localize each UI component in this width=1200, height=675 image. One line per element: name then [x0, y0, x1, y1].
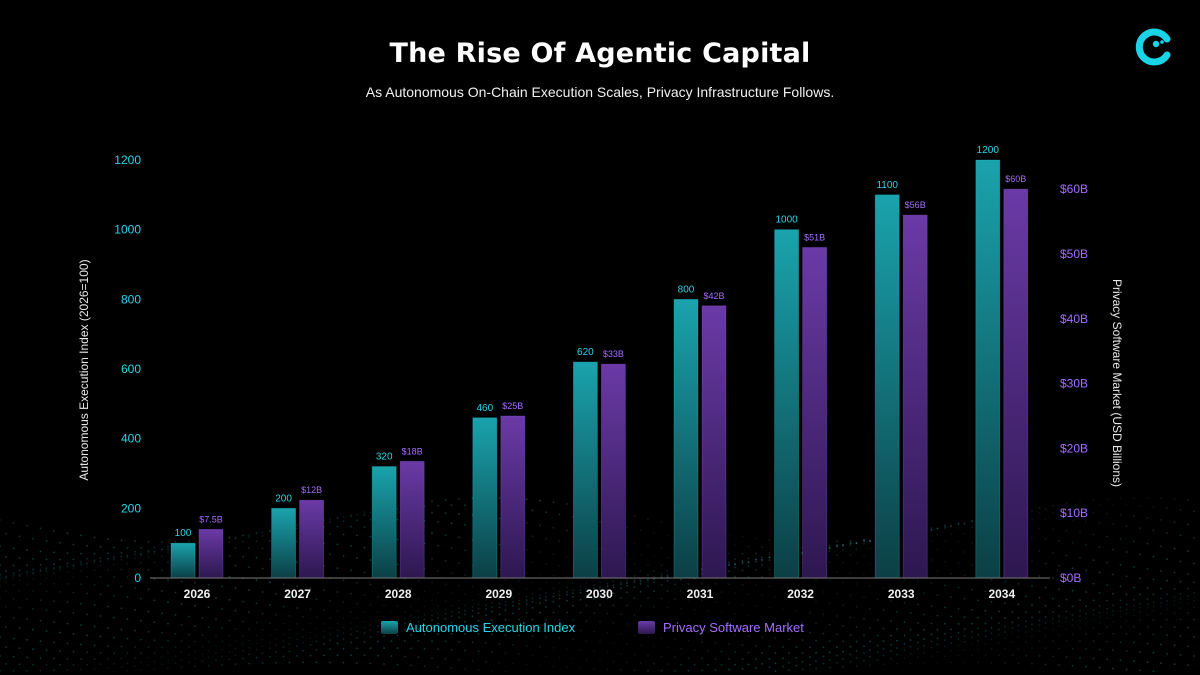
right-axis-ticks: $0B $10B $20B $30B $40B $50B $60B	[1060, 182, 1088, 585]
x-tick-label: 2026	[184, 587, 211, 601]
dot-field	[0, 497, 1195, 673]
brand-logo-icon	[1135, 28, 1171, 66]
x-tick-label: 2034	[988, 587, 1015, 601]
bar-execution-index	[975, 159, 1001, 579]
bar-label-privacy-market: $7.5B	[199, 514, 223, 524]
x-tick-label: 2030	[586, 587, 613, 601]
bar-label-privacy-market: $42B	[703, 291, 724, 301]
bar-execution-index	[774, 229, 799, 579]
x-tick-label: 2031	[687, 587, 714, 601]
left-tick-label: 400	[121, 432, 141, 446]
bar-label-privacy-market: $25B	[502, 401, 523, 411]
bar-execution-index	[673, 298, 699, 579]
bar-privacy-market	[299, 499, 325, 579]
right-axis-title: Privacy Software Market (USD Billions)	[1110, 279, 1124, 487]
bar-label-execution-index: 1100	[876, 180, 898, 191]
bar-privacy-market	[399, 460, 425, 579]
bar-privacy-market	[1003, 188, 1029, 579]
bar-execution-index	[271, 507, 297, 579]
right-tick-label: $40B	[1060, 312, 1088, 326]
chart-subtitle: As Autonomous On-Chain Execution Scales,…	[365, 84, 835, 100]
bar-label-privacy-market: $60B	[1005, 174, 1026, 184]
legend-label-privacy: Privacy Software Market	[663, 620, 804, 635]
bar-label-execution-index: 620	[577, 347, 594, 358]
bar-privacy-market	[701, 305, 727, 579]
chart-title: The Rise Of Agentic Capital	[389, 38, 811, 69]
bar-label-privacy-market: $56B	[905, 200, 926, 210]
right-tick-label: $20B	[1060, 441, 1088, 455]
x-tick-label: 2029	[485, 587, 512, 601]
bar-label-privacy-market: $51B	[804, 232, 825, 242]
bar-label-execution-index: 1000	[775, 215, 798, 226]
right-tick-label: $30B	[1060, 377, 1088, 391]
left-axis-title: Autonomous Execution Index (2026=100)	[77, 259, 91, 480]
bar-label-execution-index: 200	[275, 493, 292, 504]
bar-privacy-market	[500, 415, 526, 579]
bar-label-execution-index: 320	[376, 452, 393, 463]
right-tick-label: $10B	[1060, 506, 1088, 520]
left-tick-label: 1000	[114, 223, 141, 237]
x-tick-label: 2033	[888, 587, 915, 601]
left-tick-label: 1200	[114, 153, 141, 167]
legend-swatch-execution	[381, 621, 398, 634]
x-axis-ticks: 2026 2027 2028 2029 2030 2031 2032 2033 2034	[184, 587, 1016, 601]
bar-label-privacy-market: $18B	[402, 446, 423, 456]
bar-privacy-market	[198, 528, 224, 579]
bar-execution-index	[170, 542, 196, 579]
bar-label-execution-index: 100	[175, 528, 192, 539]
bar-label-privacy-market: $33B	[603, 349, 624, 359]
right-tick-label: $0B	[1060, 571, 1081, 585]
legend-swatch-privacy	[638, 621, 655, 634]
right-tick-label: $50B	[1060, 247, 1088, 261]
bar-privacy-market	[601, 363, 626, 579]
bar-privacy-market	[902, 214, 928, 579]
left-axis-ticks: 0 200 400 600 800 1000 1200	[114, 153, 141, 585]
x-tick-label: 2028	[385, 587, 412, 601]
right-tick-label: $60B	[1060, 182, 1088, 196]
bar-label-execution-index: 460	[476, 403, 493, 414]
bar-label-execution-index: 800	[678, 284, 695, 295]
bar-label-privacy-market: $12B	[301, 485, 322, 495]
legend-label-execution: Autonomous Execution Index	[406, 620, 576, 635]
left-tick-label: 0	[134, 571, 141, 585]
x-tick-label: 2027	[284, 587, 311, 601]
bar-execution-index	[472, 417, 498, 579]
left-tick-label: 600	[121, 362, 141, 376]
bars: 100 $7.5B 200 $12B 320 $18B 460 $25B 620 $33B 800 $…	[170, 145, 1029, 579]
bar-execution-index	[371, 466, 397, 579]
x-tick-label: 2032	[787, 587, 814, 601]
bar-privacy-market	[802, 247, 827, 579]
bar-execution-index	[573, 361, 598, 579]
bar-label-execution-index: 1200	[977, 145, 1000, 156]
left-tick-label: 200	[121, 501, 141, 515]
legend: Autonomous Execution Index Privacy Softw…	[381, 620, 804, 635]
left-tick-label: 800	[121, 292, 141, 306]
bar-execution-index	[874, 194, 900, 579]
